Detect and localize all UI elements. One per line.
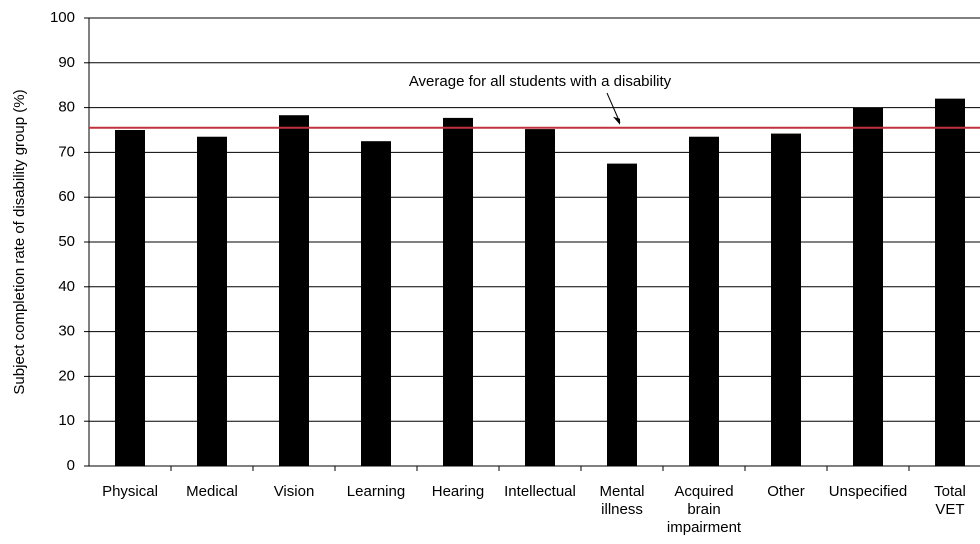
y-tick-label: 40: [58, 278, 75, 295]
y-axis-label: Subject completion rate of disability gr…: [11, 89, 28, 394]
y-tick-label: 20: [58, 367, 75, 384]
x-tick-label-line: Intellectual: [504, 483, 576, 500]
x-tick-label: Learning: [347, 483, 405, 500]
bar: [689, 136, 719, 466]
x-tick-label: Medical: [186, 483, 238, 500]
bar: [443, 117, 473, 467]
annotation-arrow: [606, 92, 621, 123]
x-tick-label: Other: [767, 483, 805, 500]
bar: [853, 107, 883, 466]
x-tick-label-line: Medical: [186, 483, 238, 500]
y-tick-label: 50: [58, 233, 75, 250]
x-tick-label-line: Unspecified: [829, 483, 907, 500]
x-tick-label-line: Vision: [274, 483, 315, 500]
x-tick-label: Vision: [274, 483, 315, 500]
y-tick-label: 100: [50, 9, 75, 26]
y-tick-label: 30: [58, 323, 75, 340]
annotation-arrowhead: [613, 116, 620, 125]
x-tick-label-line: impairment: [667, 519, 742, 536]
x-tick-label: Unspecified: [829, 483, 907, 500]
x-tick-label-line: Learning: [347, 483, 405, 500]
y-tick-label: 80: [58, 99, 75, 116]
y-tick-label: 0: [67, 457, 75, 474]
bar: [525, 129, 555, 466]
x-tick-label-line: Hearing: [432, 483, 485, 500]
x-tick-label-line: VET: [935, 501, 964, 518]
x-tick-label-line: Mental: [599, 483, 644, 500]
y-tick-label: 90: [58, 54, 75, 71]
y-tick-label: 70: [58, 143, 75, 160]
x-tick-label-line: illness: [601, 501, 643, 518]
bar: [361, 141, 391, 466]
x-tick-label-line: brain: [687, 501, 720, 518]
bar: [115, 130, 145, 466]
x-tick-label: Hearing: [432, 483, 485, 500]
x-tick-label: Mental illness: [599, 483, 644, 518]
bar: [197, 136, 227, 466]
y-tick-label: 10: [58, 412, 75, 429]
x-tick-label: Intellectual: [504, 483, 576, 500]
x-tick-label-line: Acquired: [674, 483, 733, 500]
bar: [279, 115, 309, 466]
x-tick-label-line: Other: [767, 483, 805, 500]
x-tick-label-line: Physical: [102, 483, 158, 500]
bar: [607, 163, 637, 466]
x-tick-label-line: Total: [934, 483, 966, 500]
x-tick-label: Physical: [102, 483, 158, 500]
bar: [935, 98, 965, 466]
bar: [771, 133, 801, 467]
reference-label: Average for all students with a disabili…: [409, 73, 672, 90]
y-tick-label: 60: [58, 188, 75, 205]
x-tick-label: Total VET: [934, 483, 966, 518]
x-tick-label: Acquired brain impairment: [667, 483, 742, 536]
